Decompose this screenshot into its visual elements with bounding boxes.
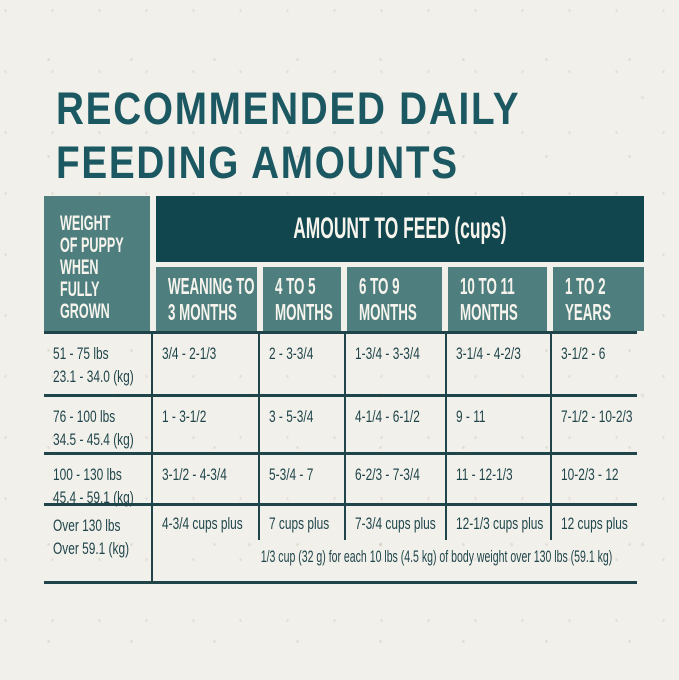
column-header-10-11-months: 10 TO 11 MONTHS	[448, 267, 547, 331]
weight-lbs: Over 130 lbs	[53, 516, 121, 535]
table-body: 51 - 75 lbs 23.1 - 34.0 (kg) 3/4 - 2-1/3…	[44, 331, 637, 584]
weight-lbs: 76 - 100 lbs	[53, 407, 116, 426]
corner-header-weight-of-puppy: WEIGHT OF PUPPY WHEN FULLY GROWN	[44, 196, 150, 331]
weight-kg: 34.5 - 45.4 (kg)	[53, 430, 134, 449]
value-cell: 7-3/4 cups plus	[344, 503, 445, 540]
value-cell: 3-1/4 - 4-2/3	[445, 334, 550, 394]
column-header-line: MONTHS	[359, 299, 417, 325]
column-header-line: MONTHS	[460, 299, 518, 325]
value-cell: 7-1/2 - 10-2/3	[550, 394, 637, 452]
corner-header-line: FULLY	[60, 278, 100, 301]
column-header-line: WEANING TO	[168, 273, 255, 299]
value-cell: 3-1/2 - 6	[550, 334, 637, 394]
value-cell: 5-3/4 - 7	[258, 452, 344, 503]
value-cell: 7 cups plus	[258, 503, 344, 540]
column-header-line: 10 TO 11	[460, 273, 515, 299]
page-title-line-1: RECOMMENDED DAILY	[56, 83, 521, 134]
corner-header-line: WHEN	[60, 256, 99, 279]
page-title: RECOMMENDED DAILY FEEDING AMOUNTS	[56, 82, 596, 190]
value-cell: 1-3/4 - 3-3/4	[344, 334, 445, 394]
value-cell: 10-2/3 - 12	[550, 452, 637, 503]
value-cell: 3 - 5-3/4	[258, 394, 344, 452]
column-header-6-9-months: 6 TO 9 MONTHS	[347, 267, 442, 331]
weight-kg: 45.4 - 59.1 (kg)	[53, 488, 134, 507]
value-cell: 3-1/2 - 4-3/4	[151, 452, 258, 503]
weight-lbs: 100 - 130 lbs	[53, 465, 122, 484]
value-cell: 4-1/4 - 6-1/2	[344, 394, 445, 452]
column-header-line: 4 TO 5	[275, 273, 316, 299]
weight-kg: Over 59.1 (kg)	[53, 539, 130, 558]
page-title-line-2: FEEDING AMOUNTS	[56, 137, 459, 188]
weight-lbs: 51 - 75 lbs	[53, 344, 109, 363]
weight-cell: Over 130 lbs Over 59.1 (kg)	[44, 503, 151, 581]
value-cell: 12 cups plus	[550, 503, 637, 540]
amount-to-feed-label: AMOUNT TO FEED (cups)	[293, 212, 507, 245]
column-header-line: 1 TO 2	[565, 273, 606, 299]
table-header-band: WEIGHT OF PUPPY WHEN FULLY GROWN AMOUNT …	[44, 196, 645, 331]
column-header-line: 6 TO 9	[359, 273, 400, 299]
column-header-weaning-3-months: WEANING TO 3 MONTHS	[156, 267, 257, 331]
value-cell: 12-1/3 cups plus	[445, 503, 550, 540]
corner-header-line: WEIGHT	[60, 212, 111, 235]
column-header-line: 3 MONTHS	[168, 299, 237, 325]
amount-to-feed-header: AMOUNT TO FEED (cups)	[156, 196, 645, 262]
column-header-line: MONTHS	[275, 299, 333, 325]
value-cell: 2 - 3-3/4	[258, 334, 344, 394]
value-cell: 6-2/3 - 7-3/4	[344, 452, 445, 503]
column-header-line: YEARS	[565, 299, 611, 325]
weight-kg: 23.1 - 34.0 (kg)	[53, 367, 134, 386]
value-cell: 1 - 3-1/2	[151, 394, 258, 452]
corner-header-line: GROWN	[60, 300, 110, 323]
value-cell: 9 - 11	[445, 394, 550, 452]
value-cell: 3/4 - 2-1/3	[151, 334, 258, 394]
header-right-block: AMOUNT TO FEED (cups) WEANING TO 3 MONTH…	[156, 196, 645, 331]
value-cell: 11 - 12-1/3	[445, 452, 550, 503]
column-header-1-2-years: 1 TO 2 YEARS	[553, 267, 645, 331]
weight-cell: 100 - 130 lbs 45.4 - 59.1 (kg)	[44, 452, 151, 507]
feeding-table: WEIGHT OF PUPPY WHEN FULLY GROWN AMOUNT …	[44, 196, 645, 584]
column-header-4-5-months: 4 TO 5 MONTHS	[263, 267, 341, 331]
weight-cell: 76 - 100 lbs 34.5 - 45.4 (kg)	[44, 394, 151, 452]
footnote-text: 1/3 cup (32 g) for each 10 lbs (4.5 kg) …	[260, 547, 613, 566]
age-column-headers: WEANING TO 3 MONTHS 4 TO 5 MONTHS 6 TO 9	[156, 267, 645, 331]
weight-cell: 51 - 75 lbs 23.1 - 34.0 (kg)	[44, 334, 151, 394]
footnote-cell: 1/3 cup (32 g) for each 10 lbs (4.5 kg) …	[151, 540, 637, 581]
value-cell: 4-3/4 cups plus	[151, 503, 258, 540]
corner-header-line: OF PUPPY	[60, 234, 124, 257]
